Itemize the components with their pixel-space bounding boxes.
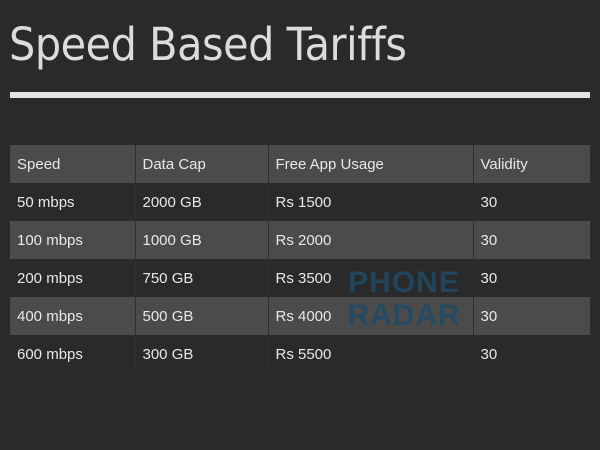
cell-data-cap: 300 GB [135,335,269,373]
table-row: 100 mbps 1000 GB Rs 2000 30 [10,221,591,259]
cell-data-cap: 750 GB [135,259,269,297]
header-speed: Speed [10,145,136,183]
table-row: 200 mbps 750 GB Rs 3500 30 [10,259,591,297]
watermark-logo: PHONE RADAR [337,266,471,332]
header-validity: Validity [473,145,591,183]
title-divider [10,92,590,98]
cell-free-app-usage: Rs 2000 [268,221,474,259]
cell-validity: 30 [473,335,591,373]
cell-speed: 400 mbps [10,297,136,335]
cell-validity: 30 [473,259,591,297]
cell-free-app-usage: Rs 5500 [268,335,474,373]
cell-data-cap: 500 GB [135,297,269,335]
watermark-line2: RADAR [347,299,461,332]
cell-validity: 30 [473,297,591,335]
cell-free-app-usage: Rs 3500 [268,259,474,297]
watermark-line1: PHONE [348,266,460,299]
cell-validity: 30 [473,221,591,259]
cell-free-app-usage: Rs 4000 [268,297,474,335]
header-data-cap: Data Cap [135,145,269,183]
tariff-table: Speed Data Cap Free App Usage Validity 5… [10,145,591,373]
cell-speed: 50 mbps [10,183,136,221]
header-free-app-usage: Free App Usage [268,145,474,183]
cell-validity: 30 [473,183,591,221]
cell-speed: 600 mbps [10,335,136,373]
table-row: 50 mbps 2000 GB Rs 1500 30 [10,183,591,221]
cell-speed: 200 mbps [10,259,136,297]
cell-data-cap: 2000 GB [135,183,269,221]
cell-speed: 100 mbps [10,221,136,259]
cell-free-app-usage: Rs 1500 [268,183,474,221]
table-row: 600 mbps 300 GB Rs 5500 30 [10,335,591,373]
page-title: Speed Based Tariffs [9,18,407,71]
table-header-row: Speed Data Cap Free App Usage Validity [10,145,591,183]
table-row: 400 mbps 500 GB Rs 4000 30 [10,297,591,335]
cell-data-cap: 1000 GB [135,221,269,259]
